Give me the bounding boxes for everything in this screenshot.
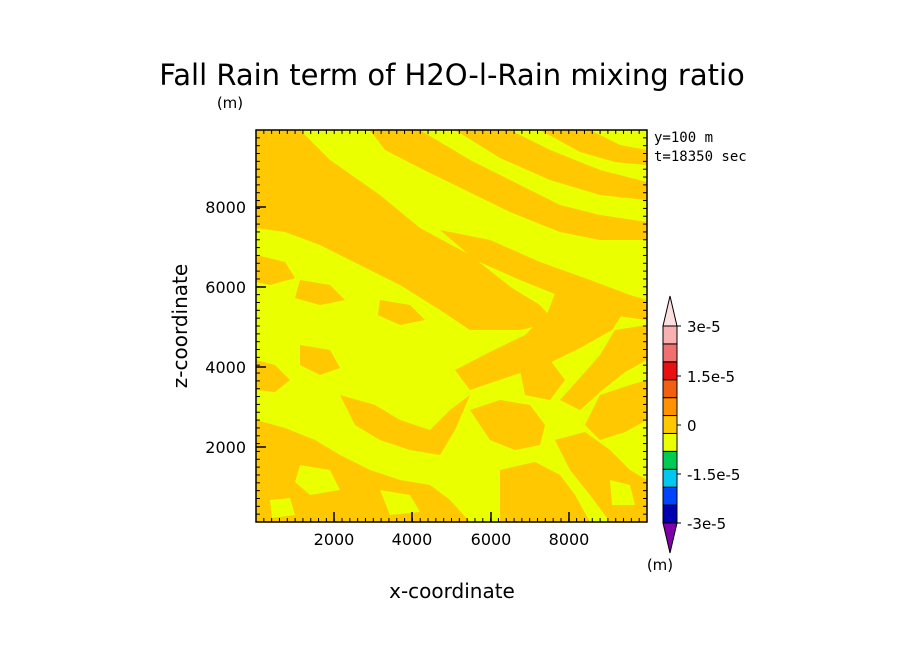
colorbar-label: 1.5e-5 xyxy=(687,368,735,386)
title-unit: (m) xyxy=(217,94,243,112)
band-13 xyxy=(415,265,470,305)
band-3 xyxy=(370,130,647,240)
colorbar-box xyxy=(662,343,678,363)
colorbar-end-low xyxy=(662,522,678,554)
colorbar-label: 0 xyxy=(687,417,697,435)
colorbar-label: 3e-5 xyxy=(687,318,721,336)
colorbar-end-high xyxy=(662,295,678,327)
y-axis: 2000 4000 6000 8000 z-coordinate xyxy=(168,198,266,457)
x-tick-label: 2000 xyxy=(314,530,355,549)
band-4 xyxy=(455,130,647,200)
band-18 xyxy=(470,400,545,450)
info-t: t=18350 sec xyxy=(654,149,747,165)
band-25 xyxy=(610,480,635,505)
band-23 xyxy=(380,490,420,515)
colorbar-box xyxy=(662,415,678,434)
band-16 xyxy=(256,420,470,522)
x-axis-label: x-coordinate xyxy=(389,579,515,603)
band-12 xyxy=(378,300,425,325)
band-8 xyxy=(560,325,647,410)
colorbar-box xyxy=(662,361,678,381)
colorbar xyxy=(662,295,681,554)
band-19 xyxy=(500,462,590,522)
y-tick-label: 6000 xyxy=(205,278,246,297)
x-tick-label: 6000 xyxy=(471,530,512,549)
band-15 xyxy=(300,345,340,375)
y-tick-label: 2000 xyxy=(205,438,246,457)
colorbar-box xyxy=(662,468,678,488)
chart-title: Fall Rain term of H2O-l-Rain mixing rati… xyxy=(159,58,745,92)
colorbar-label: -1.5e-5 xyxy=(687,466,740,484)
colorbar-box xyxy=(662,486,678,506)
colorbar-box xyxy=(662,397,678,417)
x-tick-label: 8000 xyxy=(549,530,590,549)
colorbar-box xyxy=(662,432,678,452)
colorbar-label: -3e-5 xyxy=(687,515,726,533)
colorbar-box xyxy=(662,504,678,524)
band-7 xyxy=(455,280,625,390)
band-9 xyxy=(585,380,647,440)
colorbar-box xyxy=(662,325,678,345)
x-axis: 2000 4000 6000 8000 x-coordinate xyxy=(314,512,590,603)
y-tick-label: 4000 xyxy=(205,358,246,377)
colorbar-unit: (m) xyxy=(647,556,673,574)
minor-ticks xyxy=(256,130,647,522)
band-14 xyxy=(256,360,290,392)
info-y: y=100 m xyxy=(654,130,713,146)
band-10 xyxy=(295,280,345,305)
colorbar-box xyxy=(662,450,678,470)
x-tick-label: 4000 xyxy=(392,530,433,549)
band-1 xyxy=(256,130,555,330)
band-5 xyxy=(540,130,647,165)
plot-area xyxy=(255,129,648,523)
y-tick-label: 8000 xyxy=(205,198,246,217)
band-24 xyxy=(270,498,295,518)
band-21 xyxy=(520,360,565,400)
band-11 xyxy=(256,255,295,285)
y-axis-label: z-coordinate xyxy=(168,264,192,388)
band-2 xyxy=(256,175,380,240)
band-17 xyxy=(340,395,470,455)
band-22 xyxy=(295,465,340,495)
colorbar-box xyxy=(662,379,678,399)
field-features xyxy=(256,130,647,522)
